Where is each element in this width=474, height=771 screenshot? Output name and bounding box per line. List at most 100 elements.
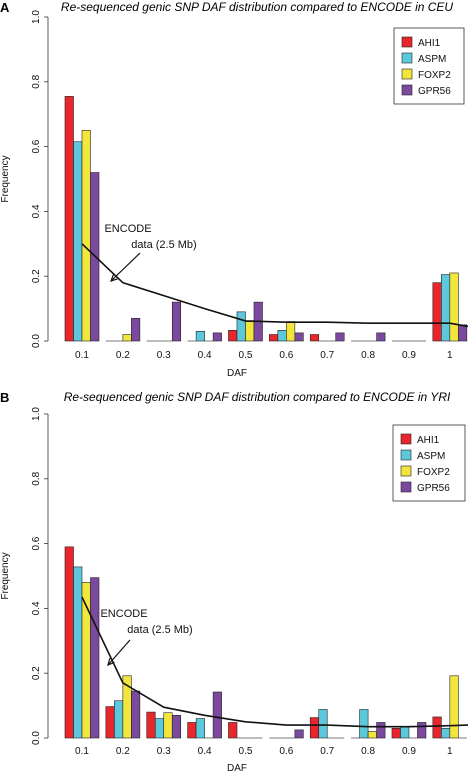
bar [458,324,468,342]
legend: AHI1 ASPM FOXP2 GPR56 [392,424,466,502]
bar [146,711,156,739]
bar [376,332,386,342]
x-tick-label: 1 [447,350,453,361]
bar [376,722,386,739]
bar [73,141,83,342]
bar [171,715,182,739]
bar [114,700,124,739]
y-tick-label: 0.4 [31,601,42,615]
legend-swatch [401,84,413,96]
bar [391,727,401,739]
x-tick-label: 0.2 [116,746,130,757]
x-tick-label: 0.3 [157,746,171,757]
y-tick-label: 1.0 [31,407,42,421]
panel-letter: A [0,0,10,15]
chart-title: Re-sequenced genic SNP DAF distribution … [64,390,451,404]
bar [449,675,459,739]
x-tick-label: 0.3 [157,350,171,361]
legend-label: AHI1 [418,38,441,49]
legend-swatch [400,465,412,477]
legend-label: FOXP2 [417,467,450,478]
bar [228,330,238,342]
x-tick-label: 0.1 [75,746,89,757]
bar [154,718,165,739]
annotation-arrow-shaft [107,639,131,666]
bar [400,726,410,739]
bar [245,321,255,342]
x-tick-label: 0.9 [402,746,416,757]
bar [286,321,296,342]
chart-panel-b: B Re-sequenced genic SNP DAF distribution… [0,390,469,771]
y-axis-label: Frequency [0,552,11,599]
annotation-arrow-shaft [110,252,141,282]
x-tick-label: 0.5 [239,350,253,361]
y-tick-label: 0.0 [31,731,42,745]
legend-label: ASPM [418,54,446,65]
bar [81,130,91,342]
y-tick-label: 0.8 [31,74,42,88]
bar [432,716,442,739]
legend-label: ASPM [417,451,445,462]
bar [195,718,205,739]
x-tick-label: 0.8 [361,746,375,757]
bar [441,274,451,342]
legend-swatch [400,481,412,493]
bar [163,712,173,739]
bar [212,691,222,739]
chart-panel-a: A Re-sequenced genic SNP DAF distribution… [0,0,469,379]
bar [131,318,141,342]
encode-series-line [81,596,469,728]
legend-swatch [400,433,412,445]
bar [269,334,279,342]
x-tick-label: 0.1 [75,350,89,361]
bar [367,731,377,739]
bar [335,332,345,342]
bar [309,717,320,739]
annotation-data-size: data (2.5 Mb) [127,624,192,636]
bar [212,332,222,342]
x-tick-label: 0.5 [239,746,253,757]
bar [236,311,246,342]
bar [309,334,320,342]
legend-swatch [401,68,413,80]
bar [73,566,83,739]
panel-letter: B [0,390,9,405]
legend-swatch [401,52,413,64]
legend-swatch [400,449,412,461]
bar [294,332,304,342]
x-tick-label: 0.4 [198,350,212,361]
legend: AHI1 ASPM FOXP2 GPR56 [393,27,465,105]
y-tick-label: 0.0 [31,334,42,348]
x-tick-label: 0.8 [361,350,375,361]
bar [187,722,197,739]
annotation-encode: ENCODE [100,608,147,620]
x-tick-label: 0.9 [402,350,416,361]
bar [122,334,132,342]
y-tick-label: 0.2 [31,269,42,283]
bar [417,722,427,739]
legend-label: GPR56 [418,86,451,97]
legend-swatch [401,36,413,48]
bar [359,709,369,739]
y-tick-label: 0.6 [31,536,42,550]
legend-label: FOXP2 [418,70,451,81]
bar [171,301,182,342]
annotation-arrow-head [107,658,115,667]
x-tick-label: 0.6 [279,746,293,757]
x-tick-label: 0.4 [198,746,212,757]
y-tick-label: 0.6 [31,139,42,153]
bar [432,282,442,342]
bar [318,709,328,739]
y-axis-label: Frequency [0,155,11,202]
annotation-encode: ENCODE [104,223,151,235]
encode-series-line [81,243,469,328]
bar [90,577,100,739]
bar [449,272,459,342]
x-tick-label: 1 [447,746,453,757]
bar [195,330,205,342]
x-axis-label: DAF [227,763,247,771]
y-tick-label: 0.8 [31,471,42,485]
bar [277,330,287,342]
bar [294,729,304,739]
